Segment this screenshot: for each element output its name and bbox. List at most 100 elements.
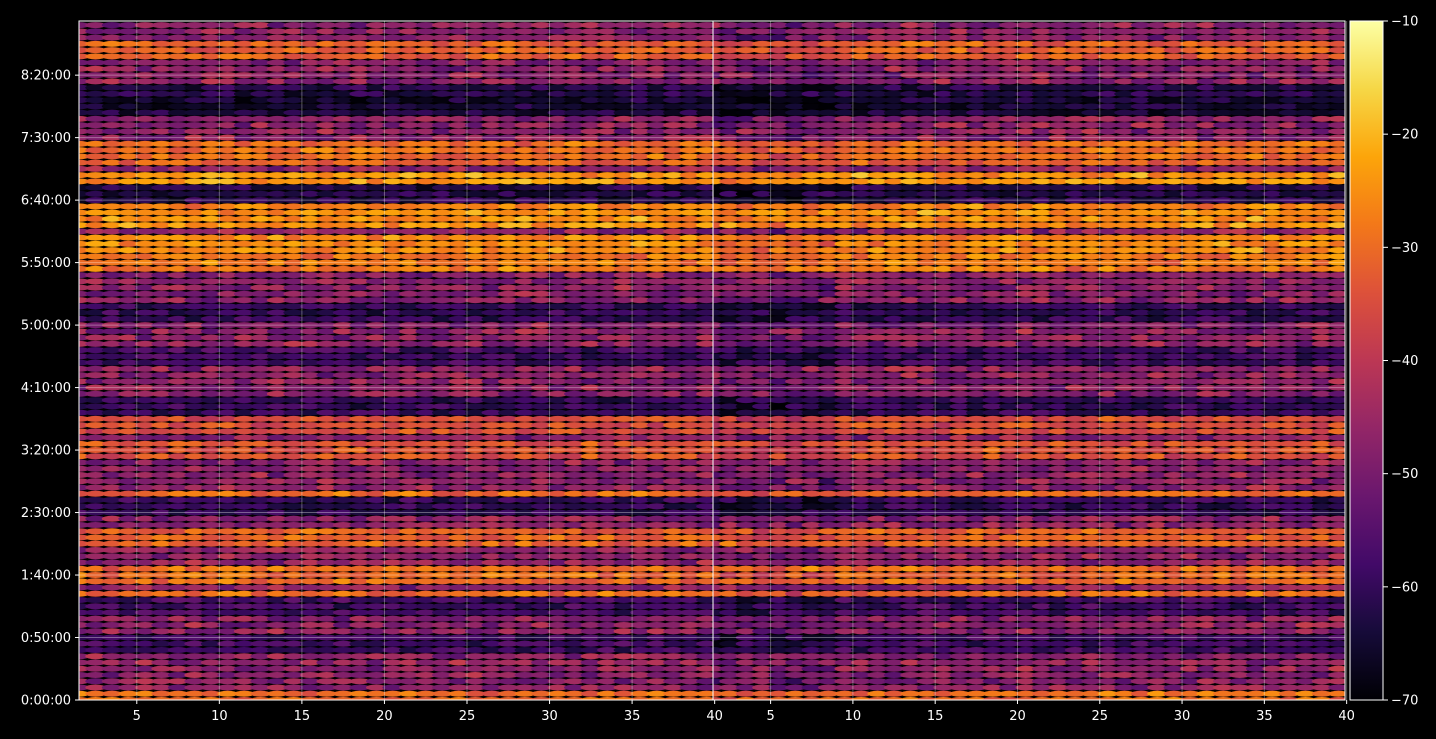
heatmap-cell — [999, 634, 1020, 641]
heatmap-cell — [597, 653, 618, 660]
heatmap-cell — [1114, 665, 1135, 672]
heatmap-cell — [580, 47, 602, 54]
heatmap-cell — [134, 459, 156, 466]
heatmap-cell — [465, 353, 486, 360]
heatmap-cell — [448, 509, 469, 516]
heatmap-cell — [613, 240, 635, 247]
heatmap-cell — [646, 284, 668, 291]
heatmap-cell — [498, 53, 519, 60]
heatmap-cell — [266, 659, 288, 666]
heatmap-cell — [316, 372, 337, 379]
heatmap-cell — [134, 153, 156, 160]
heatmap-cell — [382, 253, 403, 260]
heatmap-cell — [498, 165, 519, 172]
heatmap-cell — [1114, 597, 1135, 604]
heatmap-cell — [332, 109, 354, 116]
heatmap-cell — [465, 403, 486, 410]
heatmap-cell — [167, 215, 189, 222]
heatmap-cell — [382, 540, 403, 547]
heatmap-cell — [597, 453, 618, 460]
heatmap-cell — [448, 522, 469, 529]
heatmap-cell — [1163, 684, 1185, 691]
heatmap-cell — [1114, 684, 1135, 691]
heatmap-cell — [481, 447, 502, 454]
heatmap-cell — [332, 372, 354, 379]
heatmap-cell — [101, 453, 123, 460]
heatmap-cell — [646, 528, 668, 535]
heatmap-cell — [1229, 647, 1250, 654]
heatmap-cell — [134, 522, 156, 529]
heatmap-cell — [630, 309, 651, 316]
heatmap-cell — [266, 503, 288, 510]
heatmap-cell — [514, 65, 536, 72]
heatmap-cell — [1328, 672, 1345, 679]
heatmap-cell — [101, 347, 123, 354]
heatmap-cell — [200, 322, 222, 329]
heatmap-cell — [1311, 690, 1333, 697]
heatmap-cell — [547, 90, 569, 97]
heatmap-cell — [752, 628, 773, 635]
heatmap-cell — [167, 422, 189, 429]
heatmap-cell — [646, 634, 668, 641]
heatmap-cell — [481, 678, 502, 685]
heatmap-cell — [332, 397, 354, 404]
heatmap-cell — [167, 247, 189, 254]
heatmap-cell — [431, 647, 453, 654]
heatmap-cell — [597, 609, 618, 616]
heatmap-cell — [448, 553, 469, 560]
heatmap-cell — [398, 140, 420, 147]
heatmap-cell — [465, 222, 486, 229]
heatmap-cell — [233, 472, 255, 479]
heatmap-cell — [283, 209, 304, 216]
heatmap-cell — [349, 453, 370, 460]
heatmap-cell — [679, 372, 701, 379]
heatmap-cell — [597, 359, 618, 366]
heatmap-cell — [785, 684, 806, 691]
heatmap-cell — [630, 622, 651, 629]
heatmap-cell — [498, 334, 519, 341]
heatmap-cell — [266, 140, 288, 147]
heatmap-cell — [514, 384, 536, 391]
heatmap-cell — [448, 297, 469, 304]
heatmap-cell — [266, 290, 288, 297]
heatmap-cell — [613, 403, 635, 410]
heatmap-cell — [349, 397, 370, 404]
heatmap-cell — [250, 272, 271, 279]
heatmap-cell — [679, 334, 701, 341]
heatmap-cell — [630, 597, 651, 604]
heatmap-cell — [481, 603, 502, 610]
heatmap-cell — [134, 690, 156, 697]
heatmap-cell — [1262, 640, 1283, 647]
heatmap-cell — [250, 353, 271, 360]
heatmap-cell — [663, 147, 684, 154]
heatmap-cell — [398, 165, 420, 172]
heatmap-cell — [167, 472, 189, 479]
heatmap-cell — [316, 228, 337, 235]
heatmap-cell — [448, 97, 469, 104]
heatmap-cell — [547, 247, 569, 254]
heatmap-cell — [547, 578, 569, 585]
heatmap-cell — [299, 359, 321, 366]
heatmap-cell — [167, 34, 189, 41]
heatmap-cell — [382, 265, 403, 272]
heatmap-cell — [349, 603, 370, 610]
heatmap-cell — [1311, 678, 1333, 685]
heatmap-cell — [834, 647, 855, 654]
heatmap-cell — [465, 190, 486, 197]
heatmap-cell — [299, 90, 321, 97]
heatmap-cell — [415, 565, 436, 572]
heatmap-cell — [151, 515, 172, 522]
heatmap-cell — [233, 303, 255, 310]
heatmap-cell — [415, 459, 436, 466]
heatmap-cell — [283, 390, 304, 397]
heatmap-cell — [696, 578, 713, 585]
heatmap-cell — [382, 334, 403, 341]
heatmap-cell — [679, 597, 701, 604]
heatmap-cell — [818, 684, 839, 691]
heatmap-cell — [1196, 690, 1217, 697]
heatmap-cell — [1147, 672, 1168, 679]
heatmap-cell — [481, 303, 502, 310]
heatmap-cell — [481, 397, 502, 404]
heatmap-cell — [85, 453, 106, 460]
heatmap-cell — [982, 665, 1003, 672]
